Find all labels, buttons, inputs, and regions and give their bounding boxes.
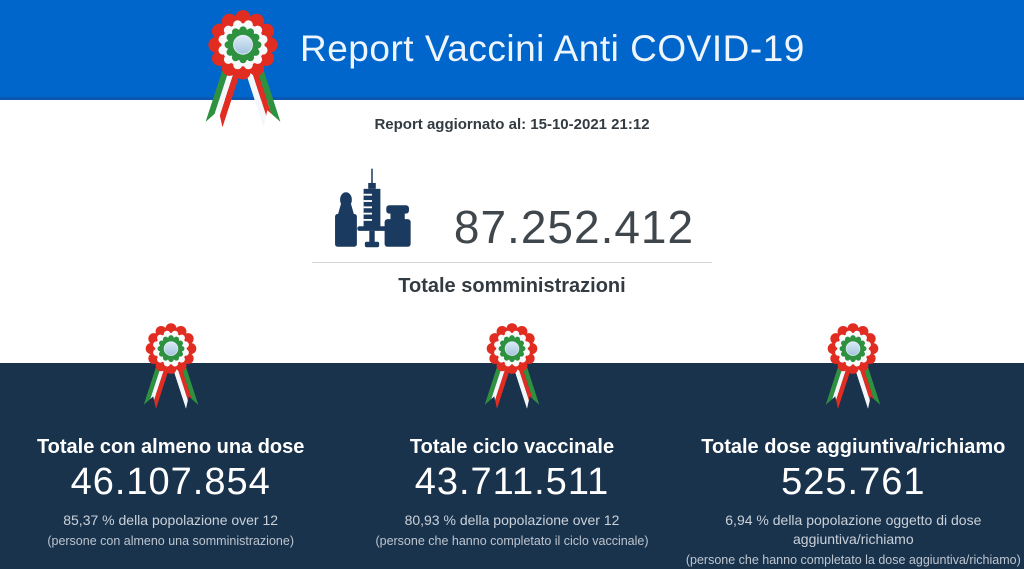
update-timestamp: Report aggiornato al: 15-10-2021 21:12 — [374, 116, 650, 133]
stat-note: (persone che hanno completato il ciclo v… — [375, 533, 649, 548]
syringe-vial-icon — [334, 168, 411, 248]
stat-card-almeno-una-dose: Totale con almeno una dose 46.107.854 85… — [0, 363, 341, 569]
stat-card-ciclo-vaccinale: Totale ciclo vaccinale 43.711.511 80,93 … — [341, 363, 682, 569]
total-administrations-label: Totale somministrazioni — [398, 275, 626, 297]
stat-percent: 80,93 % della popolazione over 12 — [404, 511, 620, 528]
stat-value: 46.107.854 — [70, 461, 271, 503]
stat-title: Totale ciclo vaccinale — [409, 436, 615, 458]
total-administrations-value: 87.252.412 — [453, 201, 695, 253]
header: Report Vaccini Anti COVID-19 — [0, 0, 1024, 100]
stat-value: 43.711.511 — [414, 461, 610, 503]
stat-percent: 6,94 % della popolazione oggetto di dose… — [725, 511, 982, 547]
stat-title: Totale dose aggiuntiva/richiamo — [701, 436, 1006, 458]
italian-cockade-icon — [198, 7, 288, 133]
italian-cockade-icon — [479, 321, 545, 413]
stat-percent: 85,37 % della popolazione over 12 — [63, 511, 279, 528]
stats-section: Totale con almeno una dose 46.107.854 85… — [0, 363, 1024, 569]
total-row: 87.252.412 — [312, 163, 712, 253]
page-title: Report Vaccini Anti COVID-19 — [300, 28, 805, 69]
stat-note: (persone che hanno completato la dose ag… — [685, 552, 1021, 567]
divider — [312, 262, 712, 263]
italian-cockade-icon — [138, 321, 204, 413]
stat-title: Totale con almeno una dose — [36, 436, 305, 458]
stat-note: (persone con almeno una somministrazione… — [47, 533, 294, 548]
total-administrations-section: 87.252.412 Totale somministrazioni — [312, 163, 712, 298]
italian-cockade-icon — [820, 321, 886, 413]
stat-value: 525.761 — [781, 461, 926, 503]
stat-card-dose-aggiuntiva: Totale dose aggiuntiva/richiamo 525.761 … — [683, 363, 1024, 569]
